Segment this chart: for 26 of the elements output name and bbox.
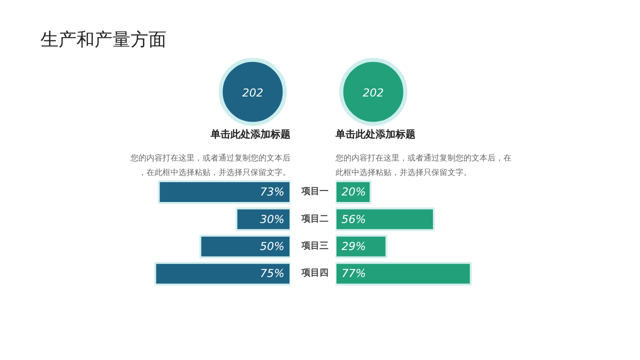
text: 单击此处添加标题 — [210, 128, 290, 140]
data-label: 29% — [342, 240, 366, 253]
bar — [336, 207, 435, 232]
bar — [158, 180, 290, 204]
text: 您的内容打在这里，或者通过复制您的文本后，在此框中选择粘贴，并选择只保留文字。 — [130, 154, 290, 178]
data-label: 50% — [260, 240, 285, 253]
y-tick-label: 项目四 — [300, 268, 328, 279]
y-tick-label: 项目二 — [300, 214, 328, 224]
y-tick-label: 项目三 — [300, 242, 328, 252]
data-label: 75% — [260, 267, 285, 280]
bar — [154, 262, 290, 286]
text: 您的内容打在这里，或者通过复制您的文本后，在此框中选择粘贴，并选择只保留文字。 — [334, 154, 512, 178]
bar — [336, 234, 388, 258]
data-label: 30% — [260, 212, 285, 226]
data-label: 77% — [342, 267, 366, 280]
y-tick-label: 项目一 — [300, 187, 328, 198]
chart-title: 生产和产量方面 — [40, 30, 166, 50]
bar — [199, 234, 290, 258]
text: 202 — [362, 86, 384, 100]
text: 202 — [242, 86, 264, 100]
data-label: 56% — [342, 212, 366, 226]
bar — [336, 262, 472, 286]
data-label: 73% — [260, 186, 285, 199]
text: 单击此处添加标题 — [334, 128, 416, 140]
data-label: 20% — [342, 186, 366, 199]
bar — [235, 207, 290, 232]
